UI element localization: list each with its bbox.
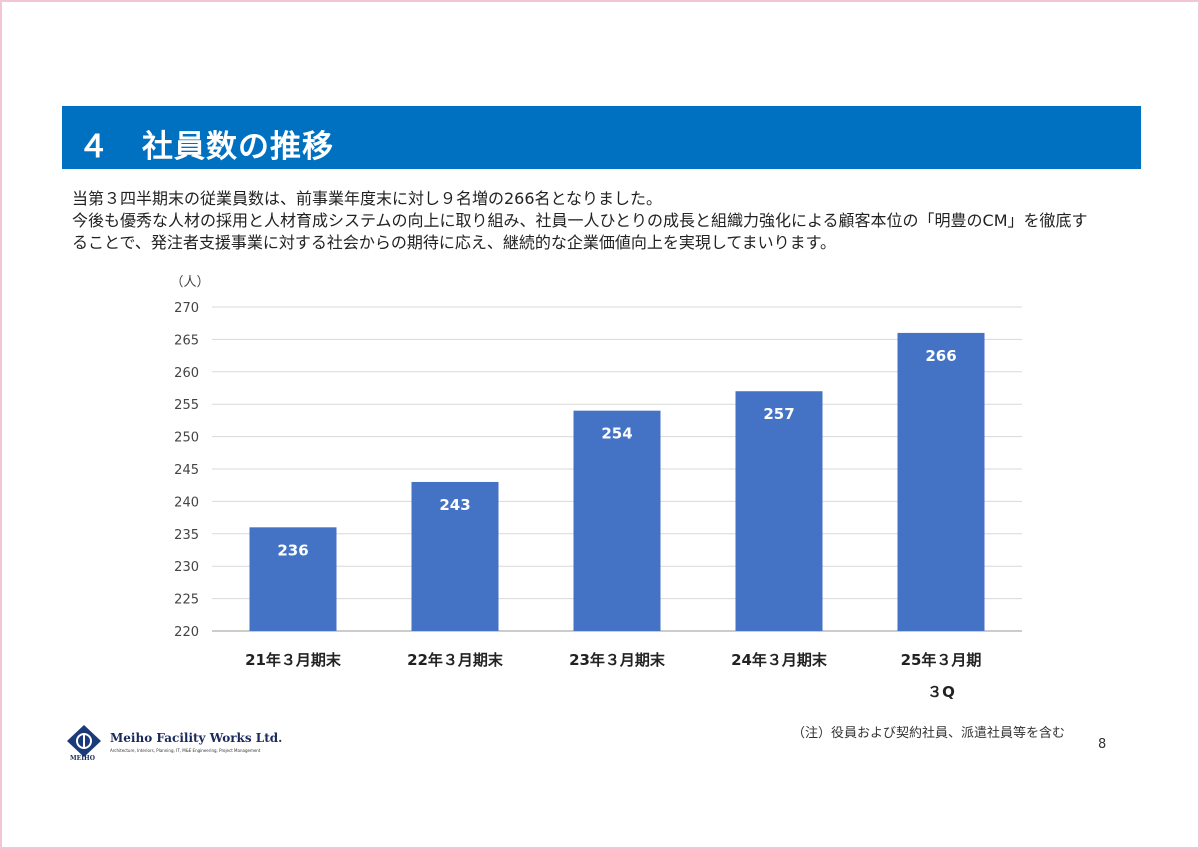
intro-line-2: 今後も優秀な人材の採用と人材育成システムの向上に取り組み、社員一人ひとりの成長と… xyxy=(72,211,1088,230)
bar xyxy=(573,410,661,631)
page-number: 8 xyxy=(1098,737,1107,752)
y-tick-label: 260 xyxy=(174,366,199,381)
bar xyxy=(411,481,499,631)
bar-value-label: 236 xyxy=(277,541,308,559)
x-category-label: 21年３月期末 xyxy=(245,651,342,669)
y-tick-label: 250 xyxy=(174,431,199,446)
y-tick-label: 270 xyxy=(174,301,199,316)
footnote: （注）役員および契約社員、派遣社員等を含む xyxy=(792,726,1066,741)
y-tick-label: 255 xyxy=(174,398,199,413)
y-tick-label: 245 xyxy=(174,463,199,478)
x-category-label: 25年３月期 xyxy=(901,651,982,669)
y-tick-label: 225 xyxy=(174,593,199,608)
bar-value-label: 254 xyxy=(601,425,632,443)
y-axis-unit-label: （人） xyxy=(170,275,209,290)
x-category-label: ３Q xyxy=(927,683,955,701)
company-name: Meiho Facility Works Ltd. xyxy=(110,731,283,745)
bar-value-label: 257 xyxy=(763,405,794,423)
company-short-name: MEIHO xyxy=(70,755,95,762)
page-title: ４ 社員数の推移 xyxy=(78,129,334,165)
meiho-logo-mark xyxy=(67,725,101,757)
x-category-label: 24年３月期末 xyxy=(731,651,828,669)
y-tick-label: 220 xyxy=(174,625,199,640)
intro-text: 当第３四半期末の従業員数は、前事業年度末に対し９名増の266名となりました。 今… xyxy=(72,188,1152,254)
intro-line-3: ることで、発注者支援事業に対する社会からの期待に応え、継続的な企業価値向上を実現… xyxy=(72,233,837,252)
bar-value-label: 266 xyxy=(925,347,956,365)
y-tick-label: 265 xyxy=(174,333,199,348)
header-bar xyxy=(62,106,1141,169)
company-tagline: Architecture, Interiors, Planning, IT, M… xyxy=(110,748,261,753)
bar xyxy=(735,391,823,631)
y-tick-label: 240 xyxy=(174,495,199,510)
y-tick-label: 235 xyxy=(174,528,199,543)
bar-value-label: 243 xyxy=(439,496,470,514)
intro-line-1: 当第３四半期末の従業員数は、前事業年度末に対し９名増の266名となりました。 xyxy=(72,189,663,208)
y-tick-label: 230 xyxy=(174,560,199,575)
x-category-label: 22年３月期末 xyxy=(407,651,504,669)
bar xyxy=(897,332,985,631)
bar xyxy=(249,527,337,631)
x-category-label: 23年３月期末 xyxy=(569,651,666,669)
company-logo: Meiho Facility Works Ltd. Architecture, … xyxy=(67,725,282,765)
